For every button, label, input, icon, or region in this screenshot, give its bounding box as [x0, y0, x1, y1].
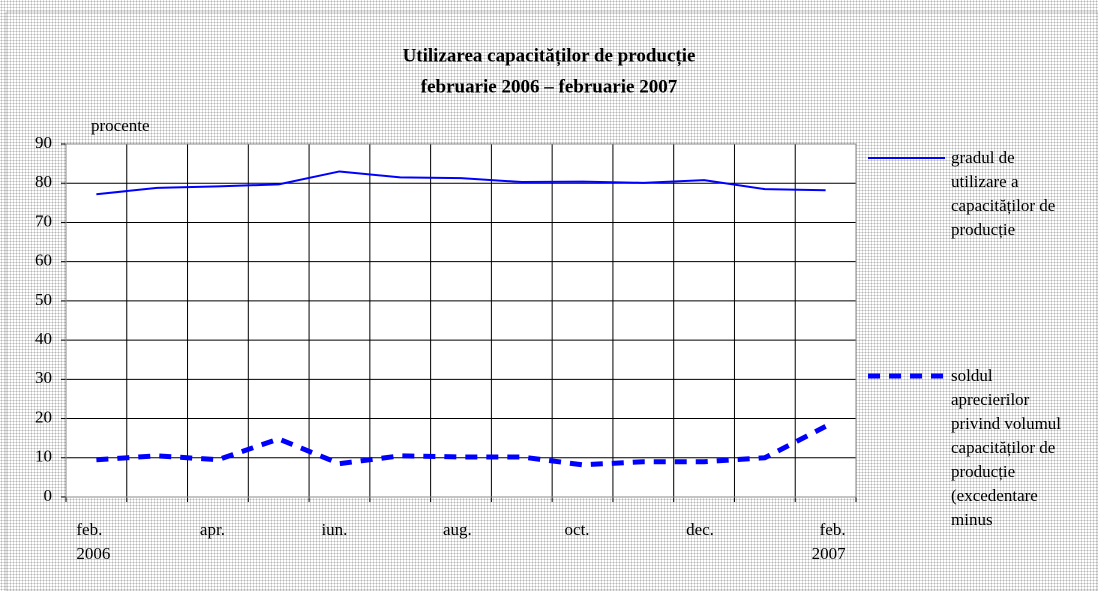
legend-label: soldul aprecierilor privind volumul capa… — [951, 366, 1062, 529]
plot-border — [65, 143, 857, 498]
x-tick-label: oct. — [564, 520, 590, 539]
x-tick-label: dec. — [686, 520, 714, 539]
y-tick-label: 80 — [35, 172, 52, 191]
y-axis-label: procente — [91, 116, 150, 135]
chart-title: Utilizarea capacităților de producție — [403, 45, 696, 66]
y-tick-label: 70 — [35, 211, 52, 230]
x-tick-label: feb. 2007 — [811, 520, 846, 563]
x-tick-label: iun. — [321, 520, 348, 539]
y-tick-label: 30 — [35, 368, 52, 387]
y-tick-label: 90 — [35, 133, 52, 152]
y-tick-label: 40 — [35, 329, 52, 348]
series-line — [96, 170, 826, 196]
legend-label: gradul de utilizare a capacităților de p… — [951, 148, 1056, 239]
y-tick-label: 0 — [44, 486, 53, 505]
x-tick-label: apr. — [199, 520, 225, 539]
plot-area — [66, 144, 856, 497]
chart-subtitle: februarie 2006 – februarie 2007 — [421, 76, 678, 97]
y-tick-label: 50 — [35, 290, 52, 309]
y-tick-label: 60 — [35, 251, 52, 270]
x-tick-label: aug. — [443, 520, 472, 539]
x-tick-label: feb. 2006 — [76, 520, 111, 563]
frame — [5, 11, 1098, 591]
y-tick-label: 20 — [35, 407, 52, 426]
series-line — [96, 424, 827, 468]
y-tick-label: 10 — [35, 447, 52, 466]
